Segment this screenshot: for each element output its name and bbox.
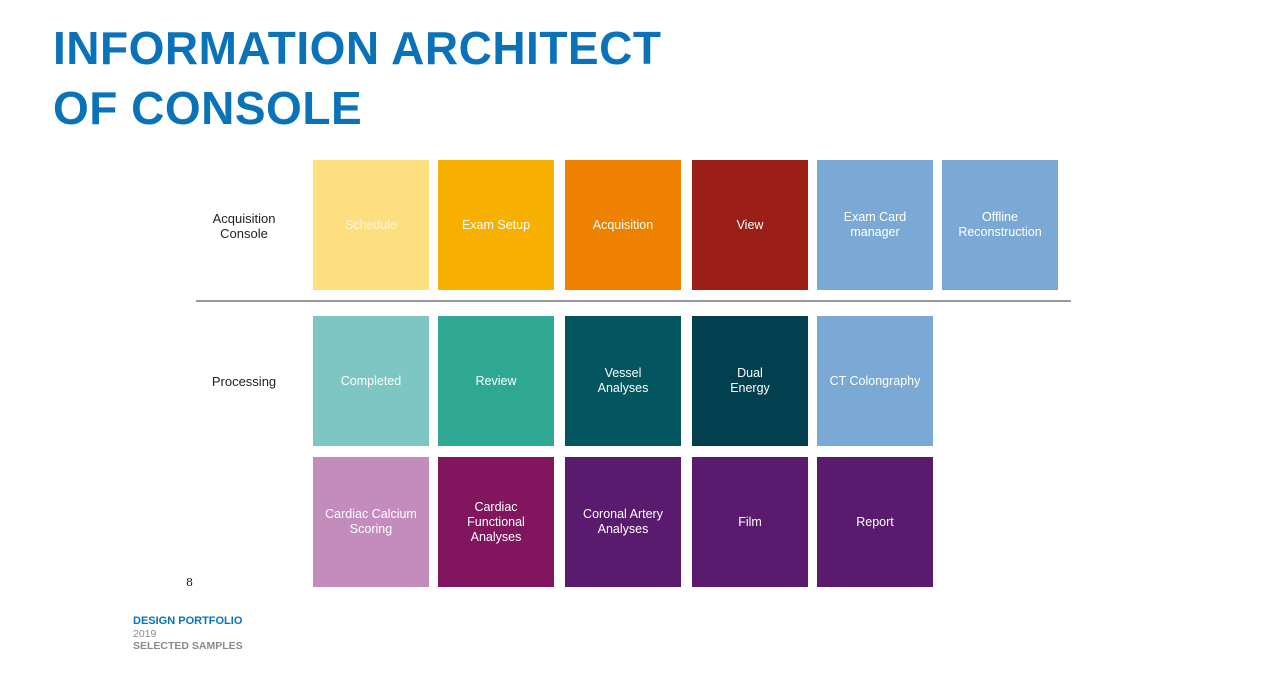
tile-cardiac-calcium-scoring[interactable]: Cardiac Calcium Scoring — [313, 457, 429, 587]
tile-exam-setup[interactable]: Exam Setup — [438, 160, 554, 290]
tile-dual-energy[interactable]: Dual Energy — [692, 316, 808, 446]
footer-brand: DESIGN PORTFOLIO — [133, 615, 243, 627]
section-divider — [196, 300, 1071, 302]
tile-film[interactable]: Film — [692, 457, 808, 587]
tile-schedule[interactable]: Schedule — [313, 160, 429, 290]
tile-view[interactable]: View — [692, 160, 808, 290]
tile-report[interactable]: Report — [817, 457, 933, 587]
tile-cardiac-functional-analyses[interactable]: Cardiac Functional Analyses — [438, 457, 554, 587]
tile-ct-colongraphy[interactable]: CT Colongraphy — [817, 316, 933, 446]
tile-vessel-analyses[interactable]: Vessel Analyses — [565, 316, 681, 446]
tile-exam-card-manager[interactable]: Exam Card manager — [817, 160, 933, 290]
tile-completed[interactable]: Completed — [313, 316, 429, 446]
processing-label: Processing — [211, 374, 277, 389]
page-number: 8 — [186, 576, 193, 589]
title-line-2: OF CONSOLE — [53, 82, 363, 134]
tile-coronal-artery-analyses[interactable]: Coronal Artery Analyses — [565, 457, 681, 587]
tile-acquisition[interactable]: Acquisition — [565, 160, 681, 290]
tile-review[interactable]: Review — [438, 316, 554, 446]
footer: DESIGN PORTFOLIO 2019 SELECTED SAMPLES — [133, 615, 243, 652]
acquisition-console-label: Acquisition Console — [212, 211, 276, 241]
title-line-1: INFORMATION ARCHITECT — [53, 22, 662, 74]
footer-year: 2019 — [133, 628, 157, 640]
tile-offline-reconstruction[interactable]: Offline Reconstruction — [942, 160, 1058, 290]
footer-subtitle: SELECTED SAMPLES — [133, 640, 243, 652]
page-title: INFORMATION ARCHITECT OF CONSOLE — [53, 18, 661, 138]
